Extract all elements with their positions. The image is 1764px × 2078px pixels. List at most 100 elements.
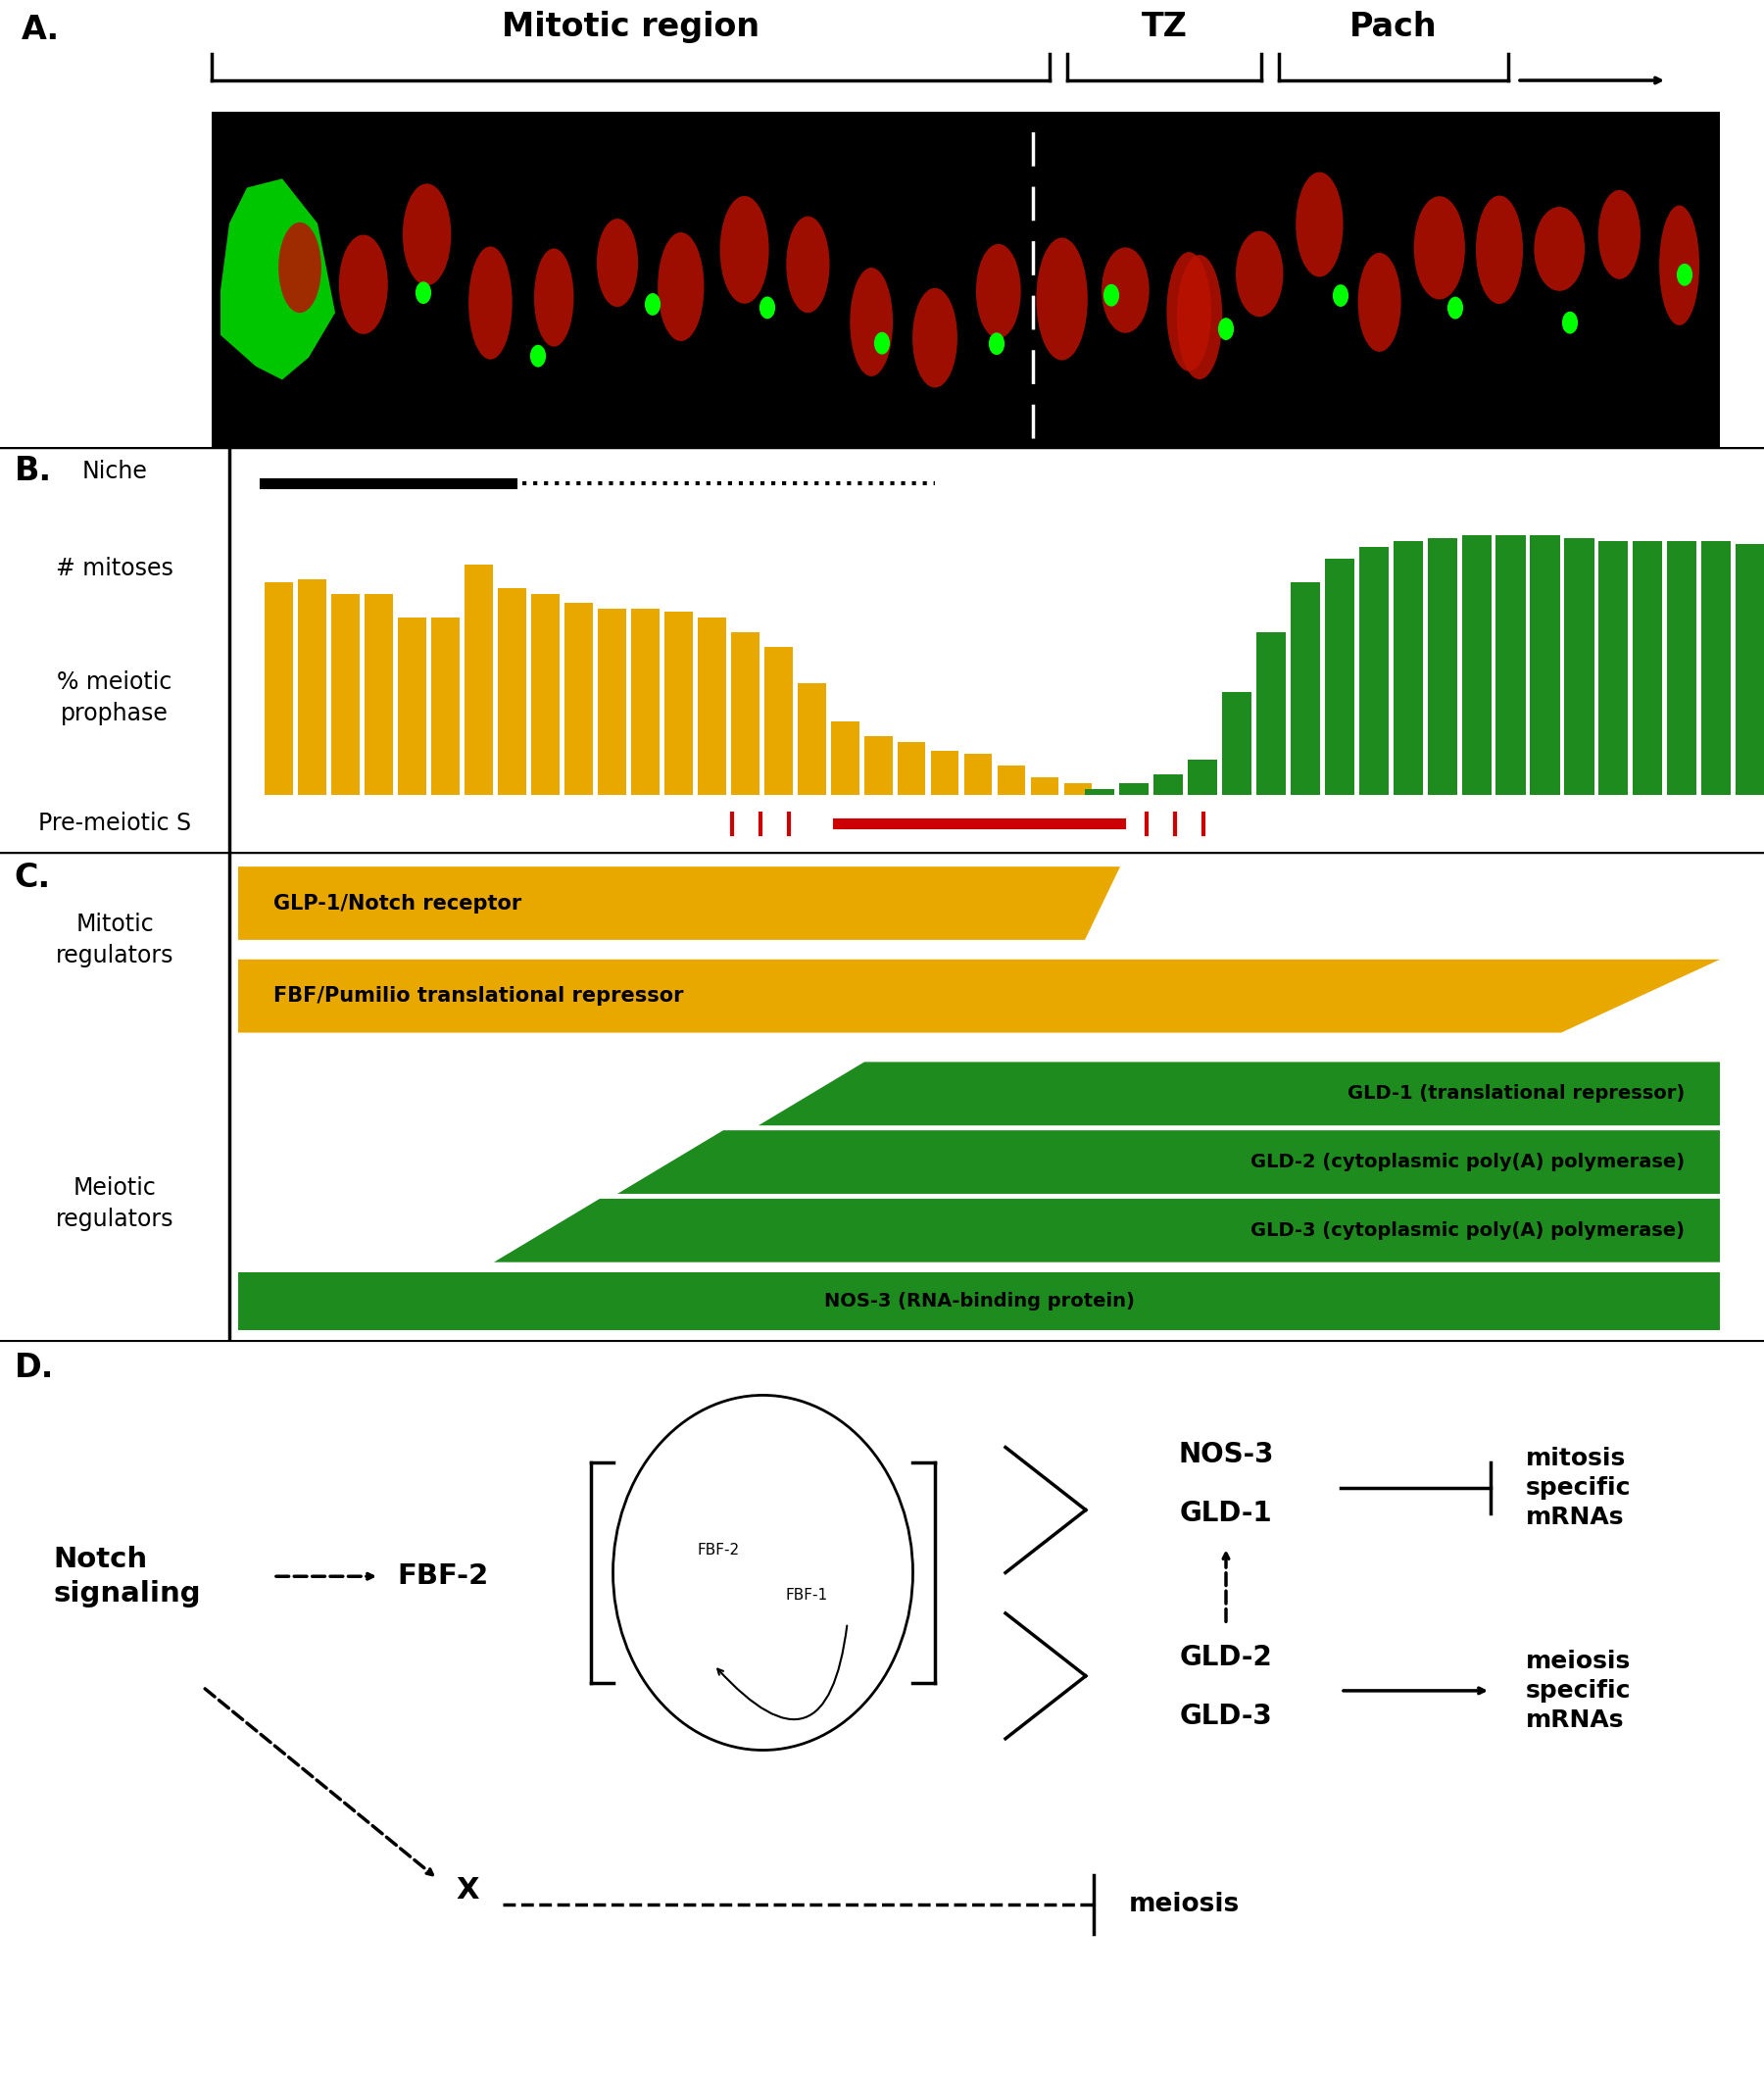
- Bar: [1222, 692, 1251, 796]
- Text: C.: C.: [14, 862, 51, 894]
- Ellipse shape: [1177, 256, 1222, 380]
- Text: NOS-3 (RNA-binding protein): NOS-3 (RNA-binding protein): [824, 1293, 1134, 1311]
- Bar: [399, 617, 427, 796]
- Ellipse shape: [1334, 285, 1348, 308]
- Text: Notch
signaling: Notch signaling: [53, 1546, 201, 1606]
- Text: GLD-3: GLD-3: [1180, 1702, 1272, 1731]
- Text: FBF-1: FBF-1: [787, 1588, 827, 1602]
- Bar: [997, 765, 1025, 796]
- Ellipse shape: [1237, 231, 1282, 316]
- Bar: [265, 582, 293, 796]
- Text: GLD-2: GLD-2: [1180, 1644, 1272, 1671]
- Text: GLD-1: GLD-1: [1180, 1500, 1272, 1527]
- Ellipse shape: [1678, 264, 1693, 287]
- Text: mitosis
specific
mRNAs: mitosis specific mRNAs: [1526, 1446, 1632, 1529]
- Bar: [1529, 534, 1559, 796]
- Bar: [797, 684, 826, 796]
- Ellipse shape: [646, 293, 660, 316]
- Ellipse shape: [720, 195, 769, 303]
- Text: A.: A.: [21, 12, 60, 46]
- Text: GLP-1/Notch receptor: GLP-1/Notch receptor: [273, 894, 522, 912]
- Text: Mitotic region: Mitotic region: [501, 10, 760, 44]
- Bar: [1667, 540, 1697, 796]
- Ellipse shape: [1563, 312, 1577, 335]
- Bar: [898, 742, 926, 796]
- Text: FBF-2: FBF-2: [397, 1563, 489, 1590]
- Bar: [238, 1272, 1720, 1330]
- Bar: [1427, 538, 1457, 796]
- Bar: [464, 565, 492, 796]
- Bar: [1358, 547, 1388, 796]
- Bar: [212, 112, 1720, 447]
- Bar: [1462, 534, 1491, 796]
- Bar: [665, 611, 693, 796]
- Ellipse shape: [469, 247, 512, 359]
- Bar: [1187, 761, 1217, 796]
- Ellipse shape: [658, 233, 704, 341]
- Bar: [1030, 777, 1058, 796]
- Text: % meiotic
prophase: % meiotic prophase: [56, 671, 173, 725]
- Polygon shape: [238, 867, 1120, 939]
- Bar: [365, 594, 393, 796]
- Text: TZ: TZ: [1141, 10, 1187, 44]
- Bar: [1085, 790, 1115, 796]
- Bar: [1565, 538, 1595, 796]
- Text: GLD-1 (translational repressor): GLD-1 (translational repressor): [1348, 1085, 1685, 1103]
- Ellipse shape: [534, 249, 573, 347]
- Ellipse shape: [850, 268, 893, 376]
- Polygon shape: [494, 1199, 1720, 1261]
- Ellipse shape: [596, 218, 639, 308]
- Bar: [430, 617, 459, 796]
- Text: Meiotic
regulators: Meiotic regulators: [56, 1176, 173, 1230]
- Bar: [1064, 783, 1092, 796]
- Text: meiosis: meiosis: [1129, 1891, 1240, 1918]
- Ellipse shape: [1660, 206, 1699, 326]
- Ellipse shape: [1446, 297, 1462, 320]
- Ellipse shape: [1104, 285, 1118, 305]
- Bar: [298, 580, 326, 796]
- Text: meiosis
specific
mRNAs: meiosis specific mRNAs: [1526, 1650, 1632, 1731]
- Bar: [1598, 540, 1628, 796]
- Text: FBF/Pumilio translational repressor: FBF/Pumilio translational repressor: [273, 987, 684, 1006]
- Text: FBF-2: FBF-2: [699, 1544, 739, 1558]
- Ellipse shape: [416, 283, 432, 303]
- Bar: [1291, 582, 1319, 796]
- Ellipse shape: [1102, 247, 1148, 332]
- Ellipse shape: [988, 332, 1004, 355]
- Bar: [1256, 632, 1286, 796]
- Bar: [764, 648, 792, 796]
- Bar: [497, 588, 526, 796]
- Ellipse shape: [759, 297, 776, 318]
- Polygon shape: [238, 960, 1720, 1033]
- Ellipse shape: [975, 243, 1021, 339]
- Ellipse shape: [1166, 251, 1212, 372]
- Bar: [332, 594, 360, 796]
- Bar: [697, 617, 725, 796]
- Bar: [531, 594, 559, 796]
- Bar: [1633, 540, 1662, 796]
- Text: Niche: Niche: [81, 459, 148, 482]
- Text: # mitoses: # mitoses: [56, 557, 173, 580]
- Bar: [1394, 540, 1424, 796]
- Ellipse shape: [1535, 208, 1584, 291]
- Text: Mitotic
regulators: Mitotic regulators: [56, 912, 173, 966]
- Bar: [1702, 540, 1730, 796]
- Bar: [1154, 775, 1184, 796]
- Ellipse shape: [1598, 189, 1641, 278]
- Ellipse shape: [1358, 254, 1401, 351]
- Bar: [831, 721, 859, 796]
- Text: Pach: Pach: [1349, 10, 1438, 44]
- Ellipse shape: [339, 235, 388, 335]
- Bar: [564, 603, 593, 796]
- Ellipse shape: [1297, 172, 1342, 276]
- Bar: [931, 750, 960, 796]
- Bar: [864, 736, 893, 796]
- Ellipse shape: [875, 332, 891, 355]
- Text: Pre-meiotic S: Pre-meiotic S: [39, 812, 191, 835]
- Text: B.: B.: [14, 455, 51, 486]
- Ellipse shape: [1413, 195, 1466, 299]
- Ellipse shape: [912, 289, 958, 389]
- Bar: [963, 754, 991, 796]
- Ellipse shape: [402, 183, 452, 285]
- Ellipse shape: [279, 222, 321, 314]
